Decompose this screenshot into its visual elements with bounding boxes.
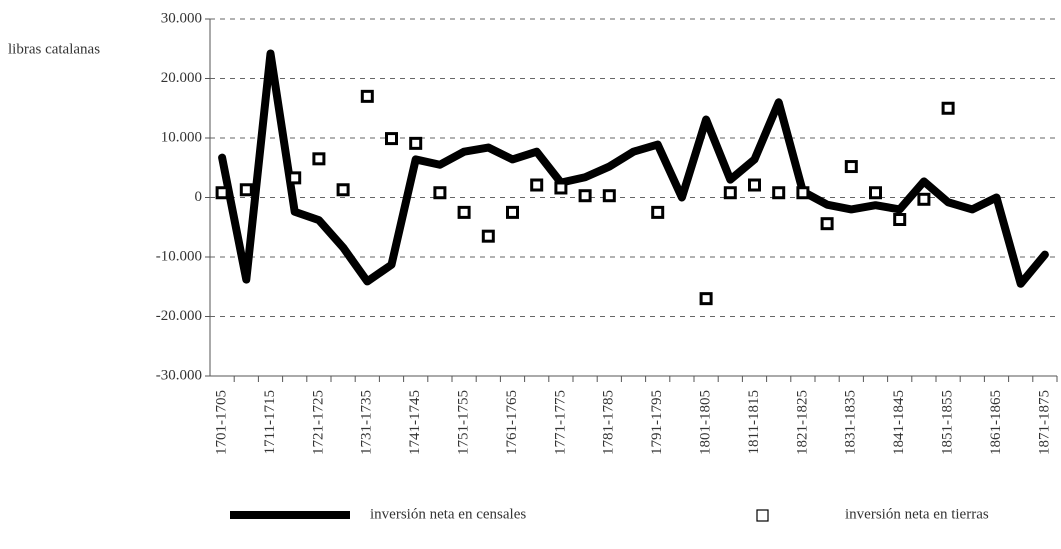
data-point [820,217,834,231]
y-tick-label: 0 [195,189,203,205]
x-tick-label: 1701-1705 [214,390,230,455]
y-tick-label: 20.000 [161,70,202,86]
data-point [699,292,713,306]
x-tick-label: 1741-1745 [407,390,423,455]
data-point [457,205,471,219]
legend-swatch [756,509,769,522]
y-tick-label: 30.000 [161,10,202,26]
x-tick-label: 1781-1785 [601,390,617,455]
data-point [869,186,882,200]
data-point [239,183,253,197]
legend-label: inversión neta en censales [370,506,526,522]
data-point [312,152,326,166]
y-tick-label: -30.000 [156,367,202,383]
data-point [893,213,907,227]
data-point [288,171,302,185]
data-point [336,183,350,197]
x-tick-label: 1751-1755 [456,390,472,455]
data-point [554,181,568,195]
data-point [723,186,737,200]
data-point [360,89,374,103]
x-tick-label: 1771-1775 [552,390,568,455]
data-point [481,229,495,243]
x-tick-label: 1711-1715 [262,390,278,454]
data-point [409,136,423,150]
x-tick-label: 1731-1735 [359,390,375,455]
data-point [602,189,616,203]
data-point [578,189,592,203]
data-point [433,186,447,200]
data-point [941,101,955,115]
data-point [215,186,229,200]
data-point [506,205,519,219]
data-point [796,186,810,200]
x-tick-label: 1861-1865 [988,390,1004,455]
y-tick-label: -10.000 [156,248,202,264]
x-tick-label: 1851-1855 [940,390,956,455]
x-tick-label: 1791-1795 [649,390,665,455]
y-axis-label: libras catalanas [8,41,100,57]
data-point [748,178,761,192]
data-point [651,205,665,219]
x-tick-label: 1841-1845 [891,390,907,455]
x-tick-label: 1761-1765 [504,390,520,455]
data-point [772,186,786,200]
data-point [844,160,858,174]
data-line [218,49,1049,288]
x-tick-label: 1721-1725 [310,390,326,455]
x-tick-label: 1821-1825 [794,390,810,455]
legend-label: inversión neta en tierras [845,506,989,522]
data-point [530,178,544,192]
x-tick-label: 1871-1875 [1036,390,1052,455]
y-tick-label: 10.000 [161,129,202,145]
x-tick-label: 1811-1815 [746,390,762,454]
y-tick-label: -20.000 [156,308,202,324]
data-point [917,192,931,206]
x-tick-label: 1801-1805 [698,390,714,455]
data-point [385,132,398,146]
x-tick-label: 1831-1835 [843,390,859,455]
